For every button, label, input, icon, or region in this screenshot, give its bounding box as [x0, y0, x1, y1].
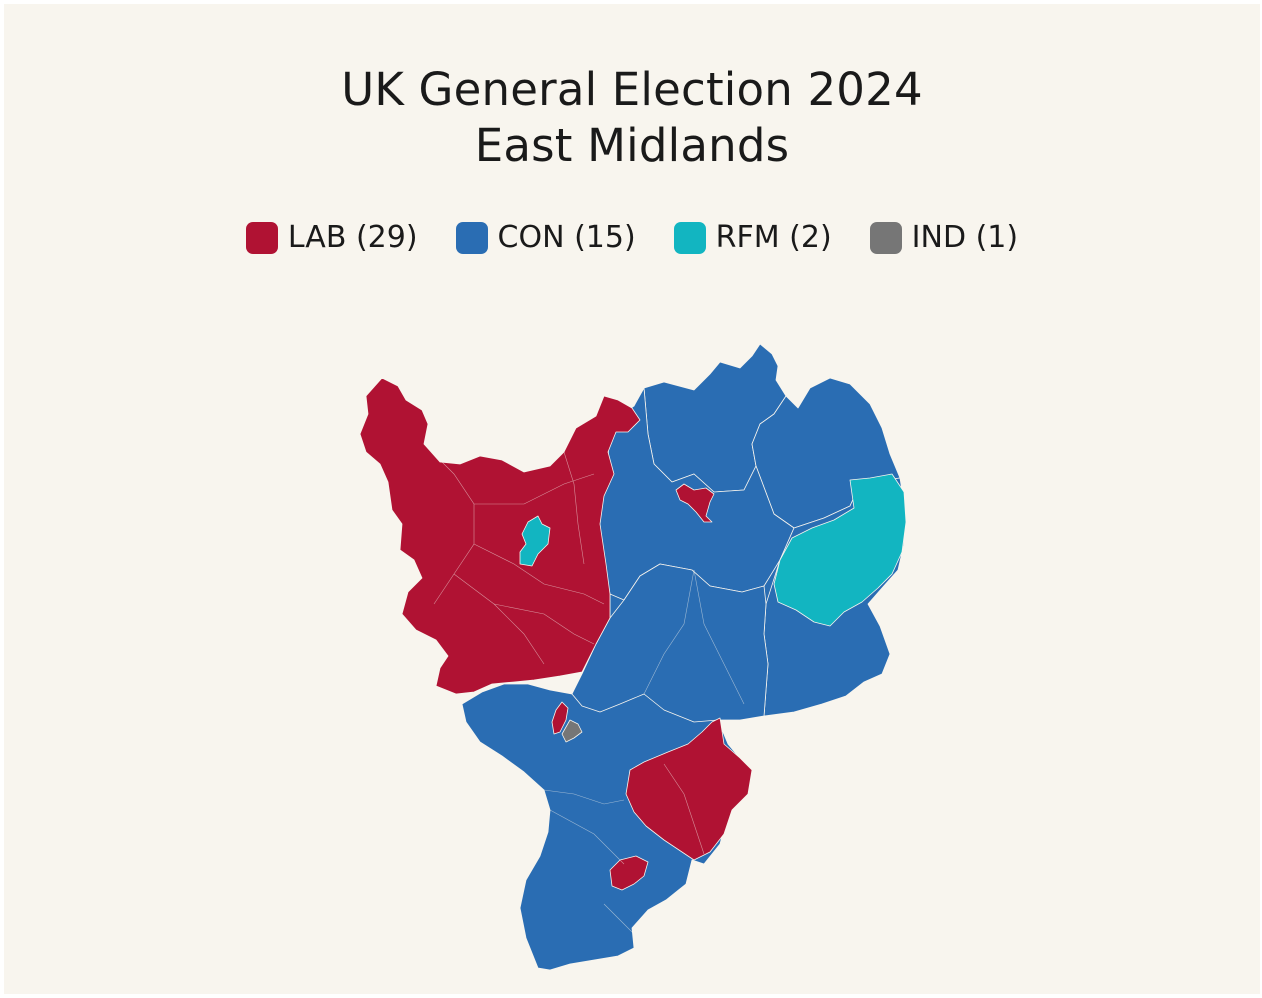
region-lab-loughborough[interactable] [551, 701, 569, 735]
region-lab-derbyshire-notts[interactable] [359, 377, 641, 695]
title-line-1: UK General Election 2024 [341, 63, 923, 116]
region-con-notts-leics[interactable] [571, 563, 769, 723]
legend-swatch-con [455, 222, 488, 254]
title-line-2: East Midlands [474, 119, 790, 172]
constituency-boundaries [423, 443, 745, 945]
legend-item-con: CON (15) [455, 218, 636, 258]
legend-swatch-lab [245, 222, 278, 254]
region-rfm-ashfield[interactable] [519, 515, 551, 567]
legend-swatch-rfm [673, 222, 706, 254]
constituency-map [359, 343, 907, 971]
legend-label-con: CON (15) [497, 220, 636, 255]
chart-title: UK General Election 2024 East Midlands [4, 62, 1260, 174]
region-lab-leicester[interactable] [625, 717, 753, 861]
region-rfm-boston-skegness[interactable] [773, 473, 907, 627]
legend-label-lab: LAB (29) [287, 220, 418, 255]
legend-label-rfm: RFM (2) [715, 220, 832, 255]
legend-item-lab: LAB (29) [245, 218, 418, 258]
legend: LAB (29) CON (15) RFM (2) IND (1) [4, 218, 1260, 258]
legend-item-ind: IND (1) [869, 218, 1019, 258]
region-lab-lincoln[interactable] [675, 483, 715, 523]
legend-swatch-ind [869, 222, 902, 254]
legend-item-rfm: RFM (2) [673, 218, 832, 258]
region-lab-northampton[interactable] [609, 855, 649, 891]
legend-label-ind: IND (1) [911, 220, 1019, 255]
map-card: UK General Election 2024 East Midlands L… [4, 4, 1260, 994]
region-ind[interactable] [561, 719, 583, 743]
